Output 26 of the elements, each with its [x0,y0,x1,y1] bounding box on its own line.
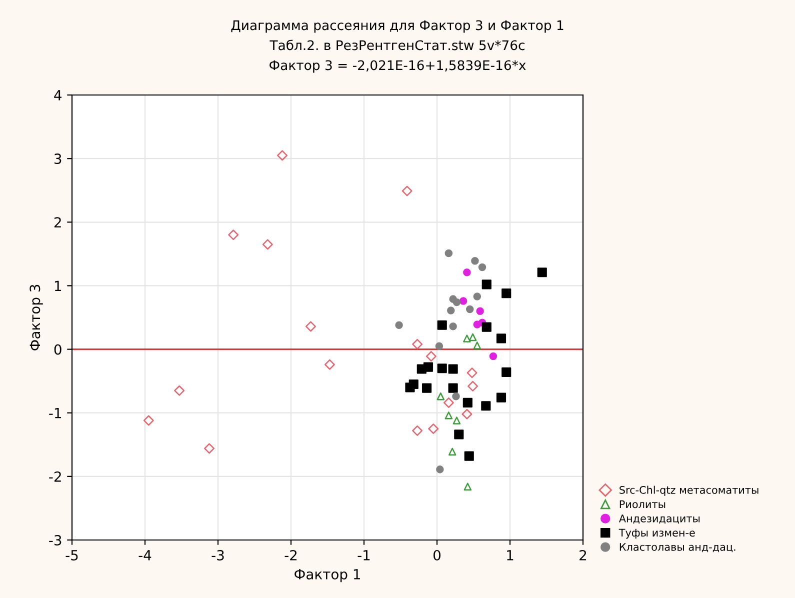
x-axis-title: Фактор 1 [294,569,360,582]
y-tick-label: -3 [49,534,62,546]
x-tick-label: -3 [212,550,224,560]
y-axis-title: Фактор 3 [30,284,43,350]
y-tick-label: 0 [54,344,62,355]
y-tick-label: 1 [54,280,61,291]
y-tick-label: -1 [49,408,61,418]
y-tick-label: 2 [54,217,61,228]
x-tick-label: 1 [507,550,514,560]
y-tick-label: 3 [54,154,62,164]
legend-label: Туфы измен-е [618,528,695,539]
text: Фактор 3 = -2,021E-16+1,5839E-16*x [270,60,526,73]
y-tick-label: 4 [54,90,62,100]
x-tick-label: -2 [284,550,297,560]
legend-label: Риолиты [620,500,666,508]
x-tick-label: -1 [358,550,370,560]
legend-label: Андезидациты [618,514,700,524]
x-tick-label: 2 [580,550,586,560]
legend-label: Src-Chl-qtz метасоматиты [620,486,758,496]
y-tick-label: -2 [49,471,61,482]
chart-title: Диаграмма рассеяния для Фактор 3 и Фактор 1 [231,20,564,33]
chart-subtitle: Табл.2. в РезРентгенСтат.stw 5v*76c [270,40,524,50]
x-tick-label: -4 [138,550,152,560]
legend-label: Кластолавы анд-дац. [620,543,736,552]
x-tick-label: 0 [433,550,440,560]
x-tick-label: -5 [66,550,78,560]
